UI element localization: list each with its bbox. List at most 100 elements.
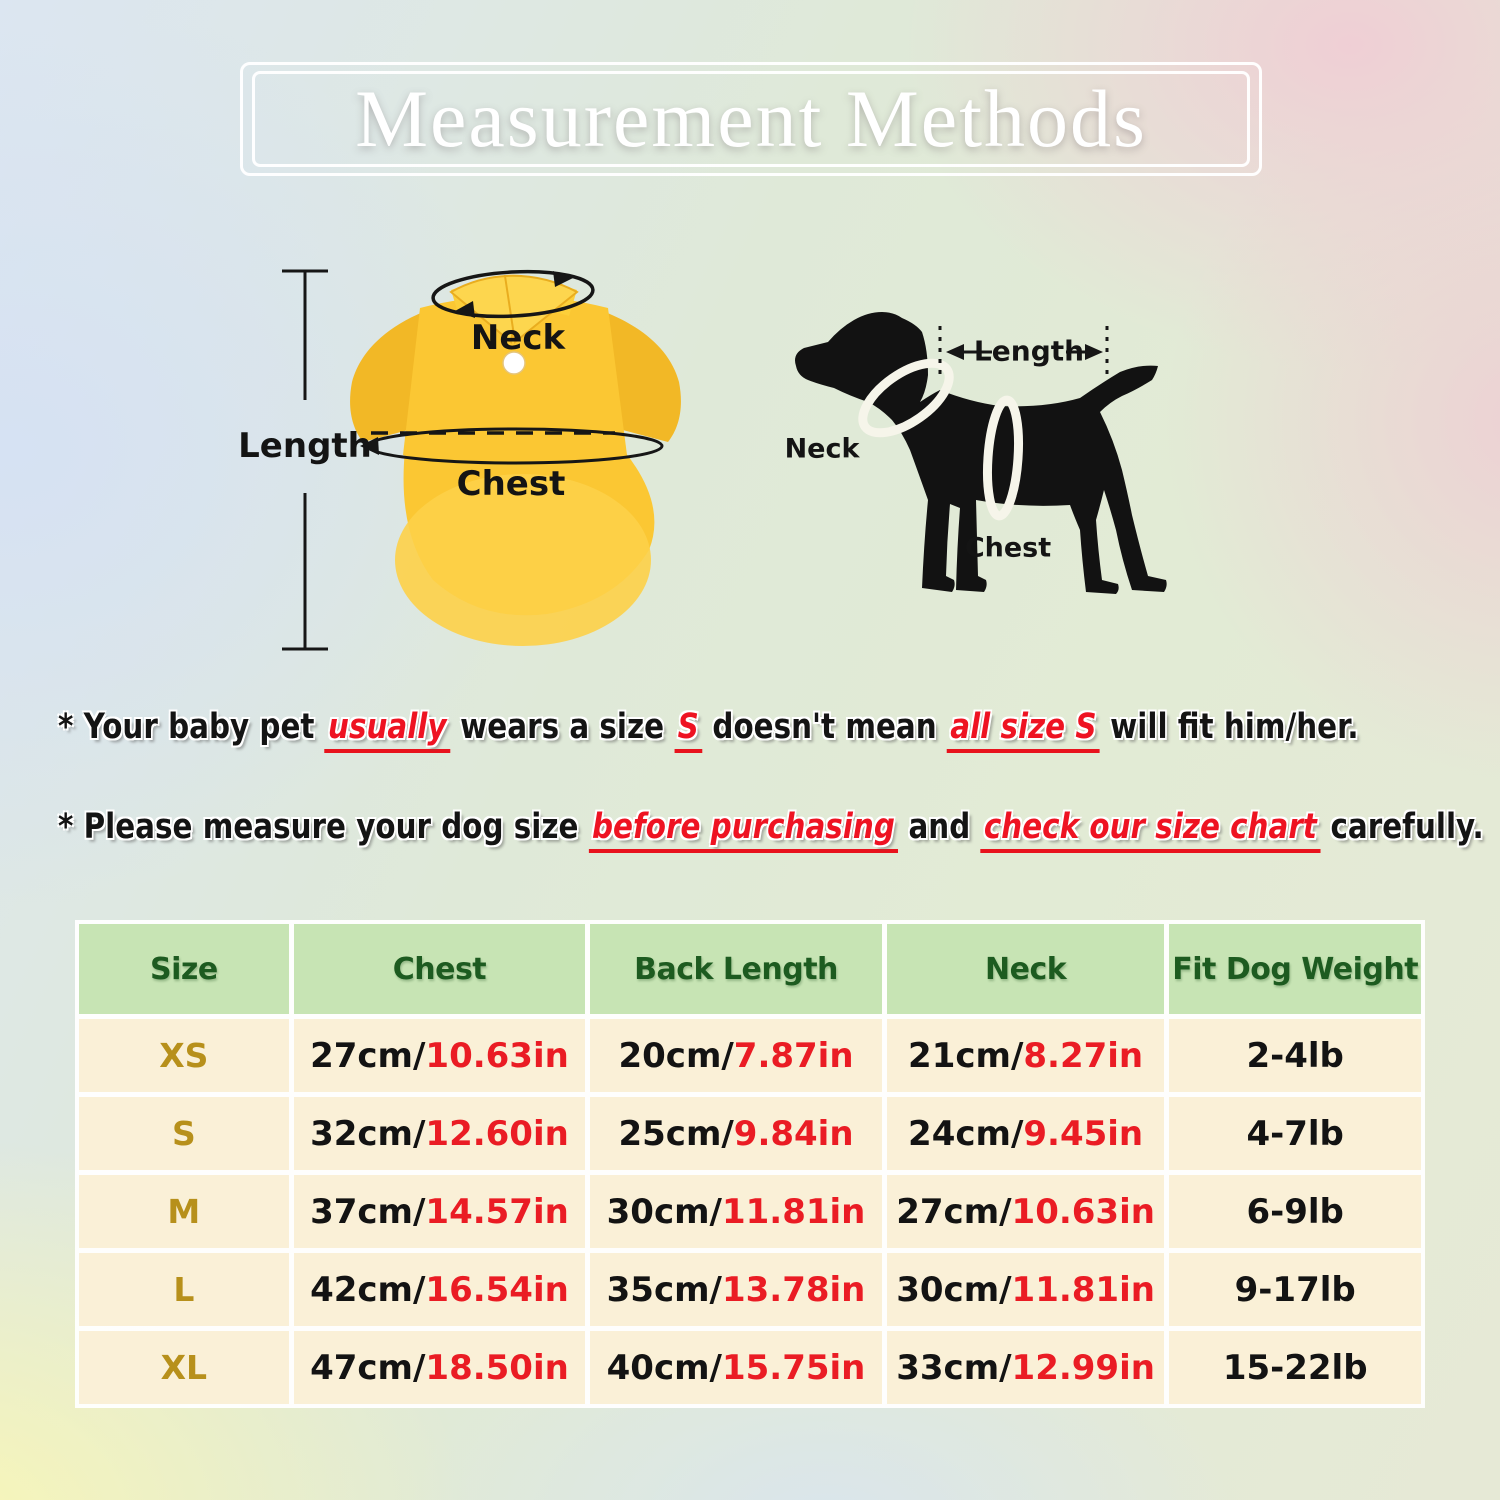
cm-value: 25cm/ <box>618 1113 734 1154</box>
neck-value-s: 24cm/9.45in <box>886 1097 1165 1170</box>
dog-length-arrowhead-left <box>946 344 964 360</box>
dog-neck-ring <box>858 358 954 438</box>
cm-value: 20cm/ <box>618 1035 734 1076</box>
neck-arrowhead-right <box>553 271 573 287</box>
in-value: 9.84in <box>733 1113 854 1154</box>
column-header-back-length: Back Length <box>590 924 882 1014</box>
back-length-value-s: 25cm/9.84in <box>590 1097 882 1170</box>
weight-value-s: 4-7lb <box>1169 1097 1421 1170</box>
note-emphasis: check our size chart <box>980 806 1321 853</box>
in-value: 10.63in <box>425 1035 569 1076</box>
cm-value: 33cm/ <box>896 1347 1012 1388</box>
in-value: 7.87in <box>733 1035 854 1076</box>
column-header-chest: Chest <box>293 924 586 1014</box>
back-length-value-l: 35cm/13.78in <box>590 1253 882 1326</box>
in-value: 12.60in <box>425 1113 569 1154</box>
neck-value-l: 30cm/11.81in <box>886 1253 1165 1326</box>
page-title: Measurement Methods <box>355 73 1147 164</box>
back-length-value-m: 30cm/11.81in <box>590 1175 882 1248</box>
dog-chest-ring <box>982 395 1024 521</box>
back-length-value-xl: 40cm/15.75in <box>590 1331 882 1404</box>
shirt-button <box>502 351 526 375</box>
note-emphasis: S <box>674 707 703 753</box>
shirt-collar-right-flap <box>503 274 579 344</box>
weight-value-xs: 2-4lb <box>1169 1019 1421 1092</box>
chest-value-m: 37cm/14.57in <box>293 1175 586 1248</box>
note-text: * Your baby pet <box>58 707 325 747</box>
notes: * Your baby pet usually wears a size S d… <box>58 706 1484 853</box>
in-value: 9.45in <box>1023 1113 1144 1154</box>
chest-value-xs: 27cm/10.63in <box>293 1019 586 1092</box>
back-length-value-xs: 20cm/7.87in <box>590 1019 882 1092</box>
in-value: 12.99in <box>1011 1347 1155 1388</box>
cm-value: 32cm/ <box>310 1113 426 1154</box>
note-text: * Please measure your dog size <box>58 806 589 847</box>
in-value: 11.81in <box>1011 1269 1155 1310</box>
weight-value-l: 9-17lb <box>1169 1253 1421 1326</box>
chest-value-s: 32cm/12.60in <box>293 1097 586 1170</box>
column-header-neck: Neck <box>886 924 1165 1014</box>
cm-value: 47cm/ <box>310 1347 426 1388</box>
note-text: wears a size <box>449 707 675 747</box>
dog-length-arrowhead-right <box>1085 344 1103 360</box>
chest-value-l: 42cm/16.54in <box>293 1253 586 1326</box>
note-emphasis: all size S <box>946 707 1100 753</box>
length-measure-line <box>282 269 328 651</box>
neck-measure-ellipse <box>431 269 595 319</box>
column-header-size: Size <box>79 924 289 1014</box>
size-label-m: M <box>79 1175 289 1248</box>
in-value: 16.54in <box>425 1269 569 1310</box>
cm-value: 24cm/ <box>908 1113 1024 1154</box>
shirt-hem <box>395 474 651 646</box>
size-label-s: S <box>79 1097 289 1170</box>
cm-value: 30cm/ <box>606 1191 722 1232</box>
cm-value: 37cm/ <box>310 1191 426 1232</box>
cm-value: 30cm/ <box>896 1269 1012 1310</box>
cm-value: 27cm/ <box>896 1191 1012 1232</box>
in-value: 11.81in <box>721 1191 866 1232</box>
cm-value: 21cm/ <box>908 1035 1024 1076</box>
size-label-xl: XL <box>79 1331 289 1404</box>
chest-arrowhead-left <box>360 437 379 455</box>
chest-value-xl: 47cm/18.50in <box>293 1331 586 1404</box>
title-frame: Measurement Methods <box>240 62 1262 176</box>
cm-value: 42cm/ <box>310 1269 426 1310</box>
in-value: 8.27in <box>1023 1035 1144 1076</box>
note-line-1: * Your baby pet usually wears a size S d… <box>58 706 1359 753</box>
dog-measurement-diagram: Length Neck Chest <box>770 280 1240 640</box>
note-line-2: * Please measure your dog size before pu… <box>58 806 1484 853</box>
shirt-neck-label: Neck <box>470 318 566 358</box>
shirt-torso <box>403 296 627 471</box>
note-emphasis: before purchasing <box>588 806 899 853</box>
title-frame-inner-border <box>252 71 1250 167</box>
in-value: 18.50in <box>425 1347 569 1388</box>
neck-value-m: 27cm/10.63in <box>886 1175 1165 1248</box>
dog-length-label: Length <box>973 334 1085 368</box>
neck-arrowhead-left <box>455 301 475 318</box>
weight-value-m: 6-9lb <box>1169 1175 1421 1248</box>
note-text: doesn't mean <box>702 707 947 747</box>
in-value: 15.75in <box>721 1347 866 1388</box>
cm-value: 40cm/ <box>606 1347 722 1388</box>
shirt-chest-label: Chest <box>456 464 566 504</box>
shirt-length-label: Length <box>238 426 372 466</box>
cm-value: 27cm/ <box>310 1035 426 1076</box>
neck-value-xl: 33cm/12.99in <box>886 1331 1165 1404</box>
note-text: will fit him/her. <box>1099 707 1359 747</box>
size-chart-table: Size Chest Back Length Neck Fit Dog Weig… <box>75 920 1425 1408</box>
in-value: 13.78in <box>721 1269 866 1310</box>
neck-value-xs: 21cm/8.27in <box>886 1019 1165 1092</box>
dog-neck-label: Neck <box>784 433 860 465</box>
note-text: and <box>898 806 981 847</box>
note-text: carefully. <box>1320 806 1484 847</box>
weight-value-xl: 15-22lb <box>1169 1331 1421 1404</box>
shirt-illustration <box>282 269 681 651</box>
size-label-xs: XS <box>79 1019 289 1092</box>
in-value: 10.63in <box>1011 1191 1155 1232</box>
column-header-weight: Fit Dog Weight <box>1169 924 1421 1014</box>
dog-chest-label: Chest <box>964 532 1052 564</box>
size-label-l: L <box>79 1253 289 1326</box>
dog-illustration <box>795 312 1167 594</box>
cm-value: 35cm/ <box>606 1269 722 1310</box>
